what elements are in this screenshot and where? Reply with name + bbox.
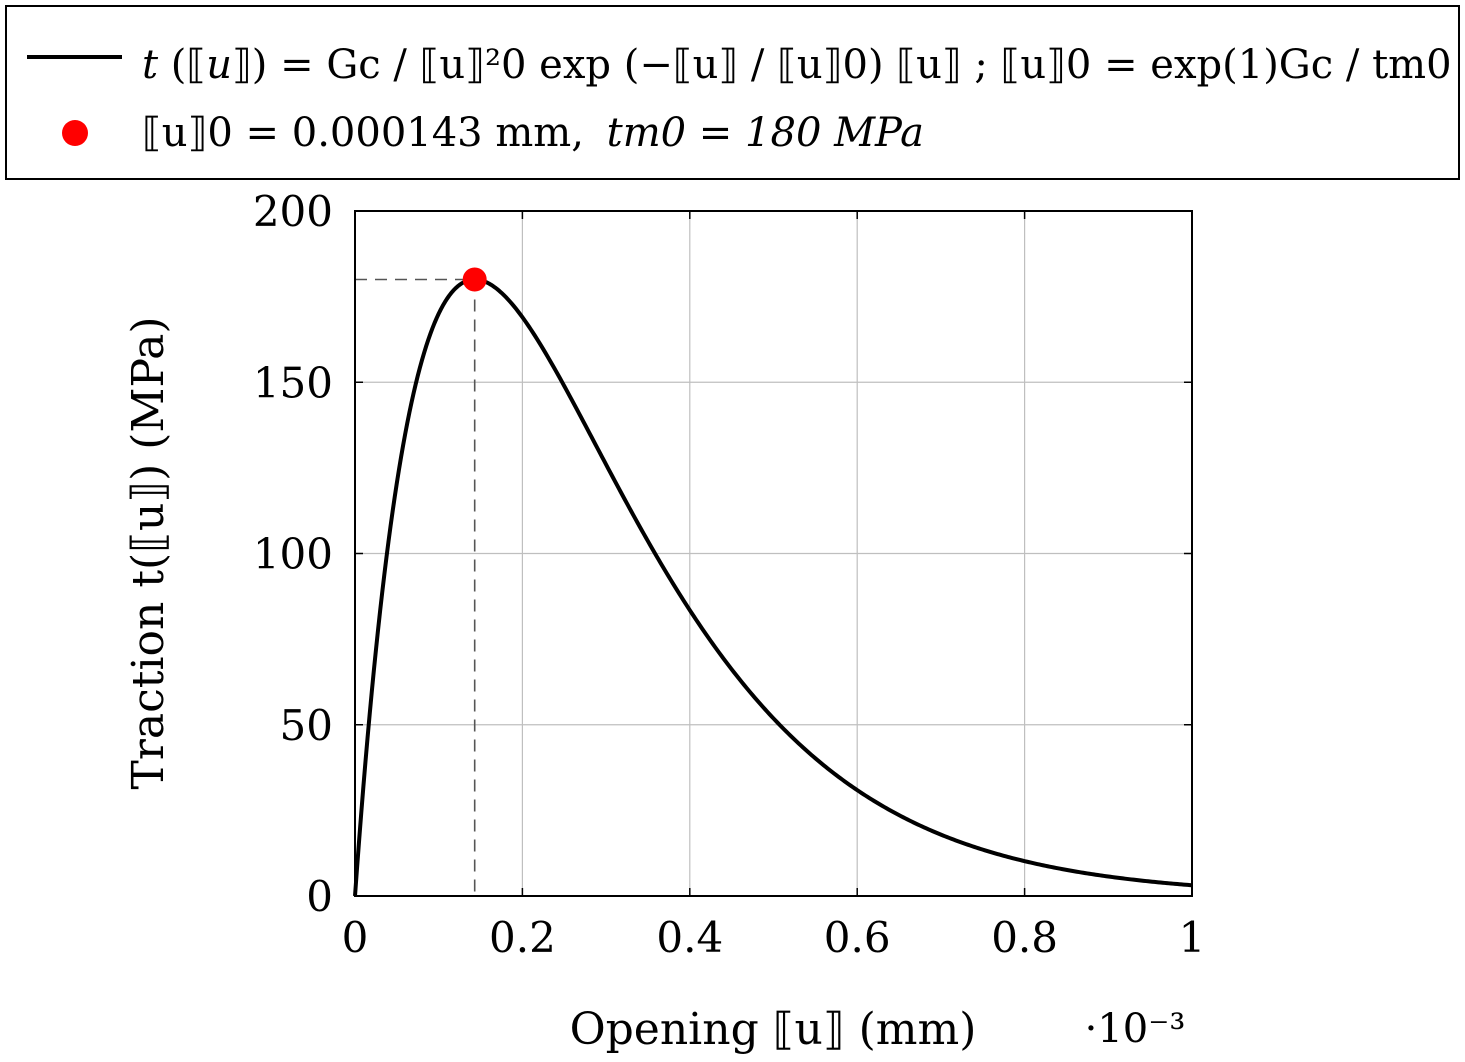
y-tick-label: 50 [280,701,333,750]
legend-entry-point: ⟦u⟧0 = 0.000143 mm, tm0 = 180 MPa [142,110,924,156]
legend-entry-curve: t (⟦u⟧) = Gc / ⟦u⟧²0 exp (−⟦u⟧ / ⟦u⟧0) ⟦… [142,42,1452,88]
x-tick-label: 0.2 [489,913,556,962]
legend-curve-formula: = Gc / ⟦u⟧²0 exp (−⟦u⟧ / ⟦u⟧0) ⟦u⟧ ; ⟦u⟧… [280,42,1451,88]
legend-box [5,5,1460,180]
axis-ticks: 0 0.2 0.4 0.6 0.8 1 0 50 100 150 200 [253,187,1206,962]
y-tick-label: 150 [253,358,333,407]
x-tick-label: 0.6 [824,913,891,962]
traction-curve [353,277,1193,897]
grid-lines [355,211,1192,896]
y-tick-label: 0 [306,872,333,921]
x-tick-label: 0 [342,913,369,962]
x-tick-label: 0.4 [656,913,723,962]
y-tick-label: 100 [253,530,333,579]
x-axis-scale-label: ·10⁻³ [1085,1006,1186,1052]
y-axis-label: Traction t(⟦u⟧) (MPa) [123,317,174,790]
x-axis-label: Opening ⟦u⟧ (mm) [570,1004,977,1055]
peak-point [462,267,487,292]
legend-marker-swatch [62,120,88,146]
legend-curve-paren: (⟦ [171,42,206,88]
legend-point-text-b: tm0 = 180 MPa [607,110,924,156]
legend-curve-lhs: t [142,42,159,88]
peak-markers [462,267,487,292]
legend-point-text-a: ⟦u⟧0 = 0.000143 mm, [142,110,584,156]
reference-lines [355,278,476,896]
y-tick-label: 200 [253,187,333,236]
x-tick-label: 0.8 [991,913,1058,962]
x-tick-label: 1 [1179,913,1206,962]
